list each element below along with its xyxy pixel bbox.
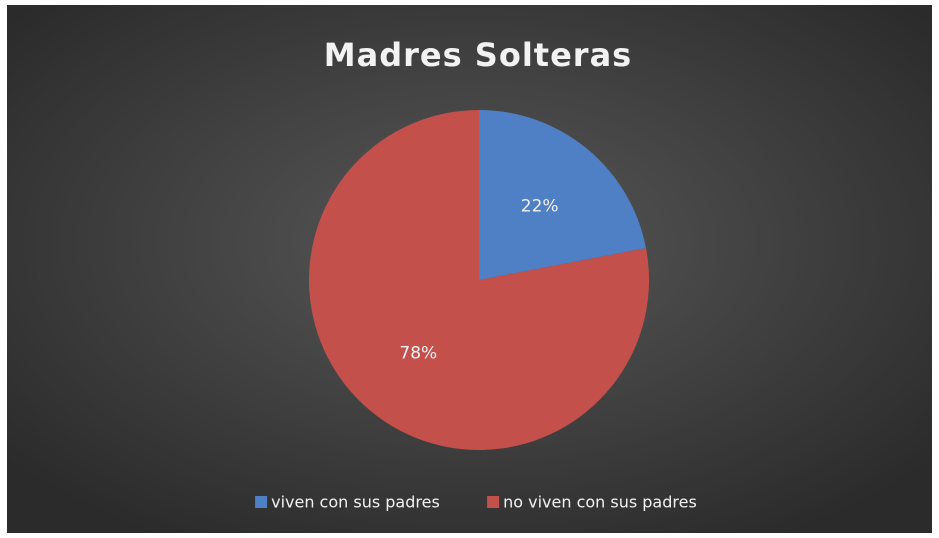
legend-swatch: [487, 496, 500, 508]
chart-title: Madres Solteras: [324, 36, 632, 74]
data-label: 78%: [399, 343, 437, 363]
pie-slice: [309, 110, 649, 450]
pie-slice: [479, 110, 646, 280]
legend-swatch: [255, 496, 268, 508]
data-label: 22%: [521, 197, 559, 217]
legend-label: viven con sus padres: [271, 493, 440, 512]
legend-label: no viven con sus padres: [503, 493, 697, 512]
